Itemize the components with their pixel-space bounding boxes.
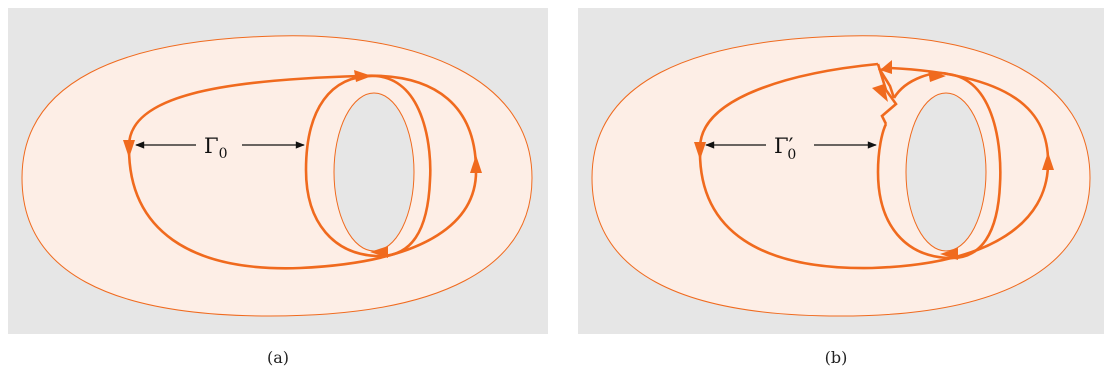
gamma-label-a: Γ0 — [204, 134, 228, 162]
orange-arrowhead — [872, 84, 888, 102]
orange-arrowhead — [694, 142, 706, 160]
diagram-a: Γ0 — [8, 8, 548, 334]
orange-arrowhead — [880, 60, 892, 74]
outer-surface — [591, 35, 1091, 317]
caption-b: (b) — [824, 348, 848, 367]
hole — [333, 92, 415, 252]
curve-outer-loop — [698, 62, 1050, 270]
caption-a: (a) — [266, 348, 290, 367]
curve-seam-left — [876, 63, 898, 125]
orange-arrowhead — [1042, 152, 1054, 170]
curve-inner-loop — [876, 71, 1002, 260]
orange-arrowhead — [470, 155, 482, 173]
outer-surface — [21, 35, 533, 317]
hole — [905, 92, 987, 252]
orange-arrowhead — [123, 140, 135, 158]
panel-a: Γ0 (a) — [8, 8, 548, 367]
orange-arrowhead — [940, 248, 958, 260]
curve-inner-loop — [304, 74, 432, 258]
orange-arrowhead — [354, 70, 372, 82]
panel-b: Γ′0 (b) — [556, 0, 1112, 376]
orange-arrowhead — [370, 246, 388, 258]
gamma-label-b: Γ′0 — [774, 134, 796, 163]
orange-arrowhead — [928, 70, 946, 82]
diagram-b: Γ′0 — [578, 8, 1104, 334]
